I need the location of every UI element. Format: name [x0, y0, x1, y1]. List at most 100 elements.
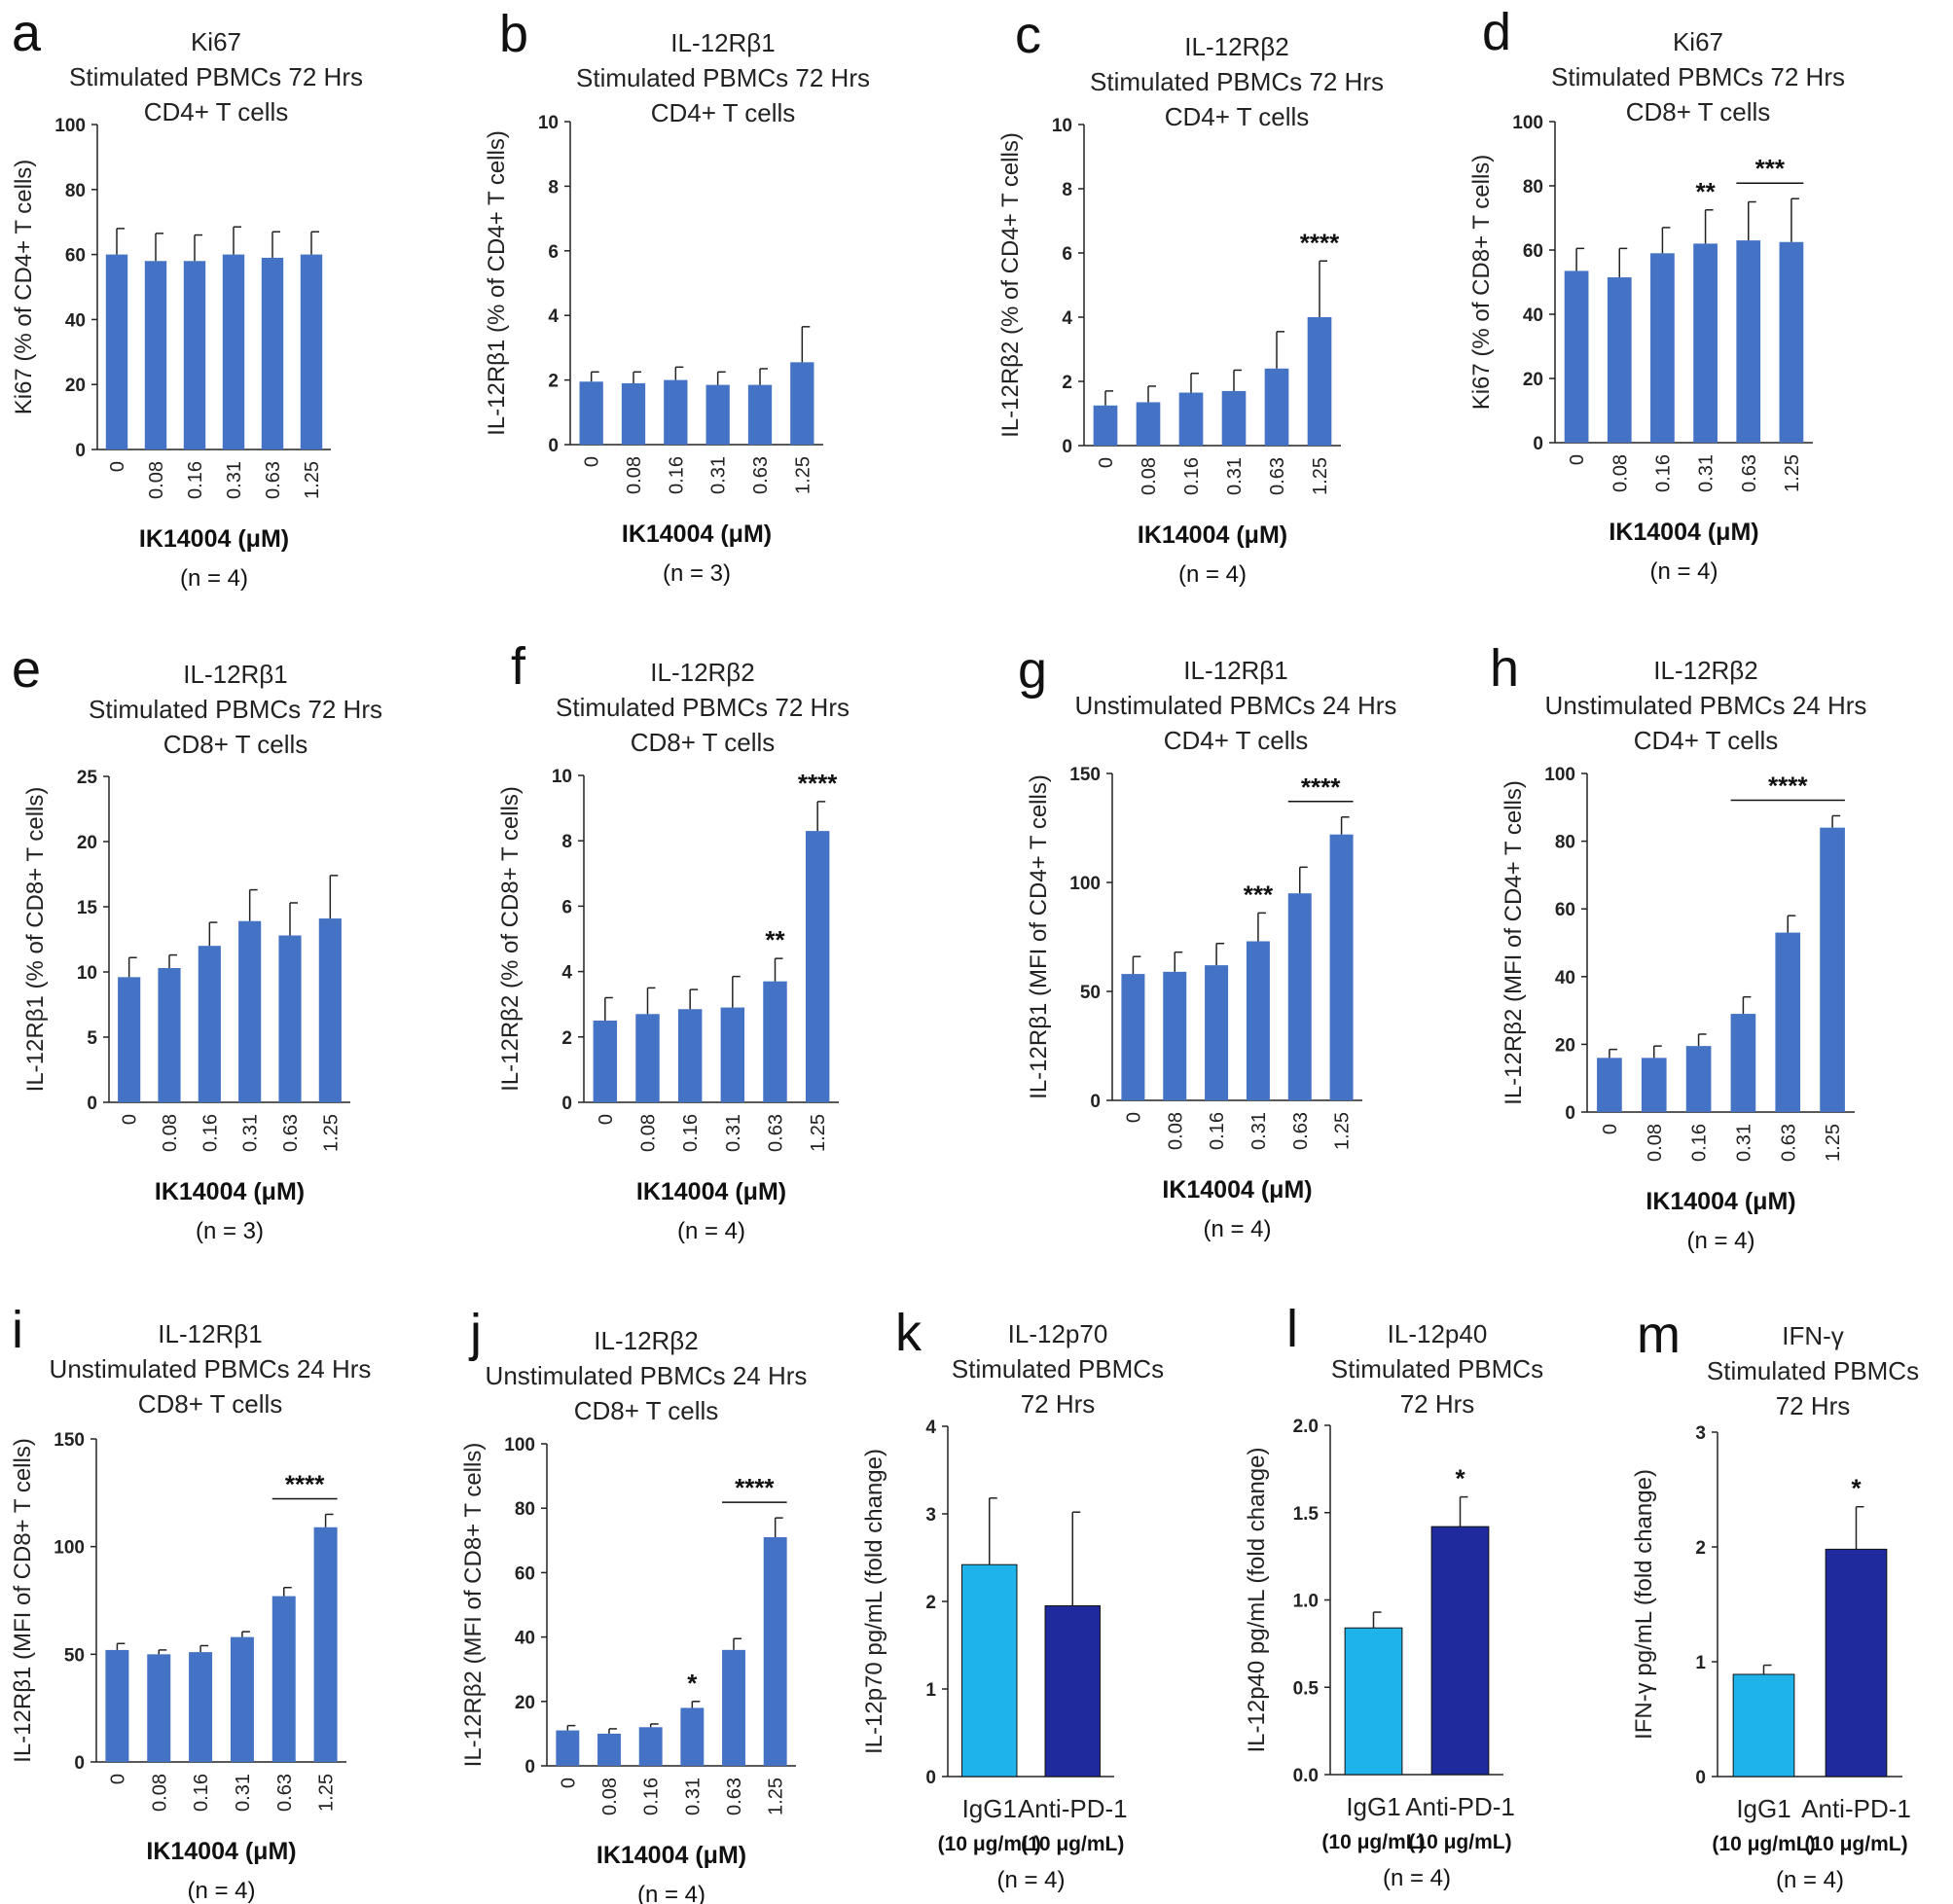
- y-tick-label: 80: [515, 1499, 535, 1520]
- chart-title-line: IL-12p40: [1388, 1319, 1488, 1348]
- n-label: (n = 4): [637, 1882, 705, 1904]
- y-axis-label: IL-12Rβ1 (% of CD8+ T cells): [22, 787, 49, 1093]
- panel-d: d Ki67 Stimulated PBMCs 72 Hrs CD8+ T cells…: [1468, 3, 1845, 585]
- y-tick-label: 2: [925, 1593, 936, 1613]
- bar: [705, 384, 730, 445]
- y-tick-label: 20: [1555, 1035, 1575, 1056]
- significance-label: ****: [798, 769, 838, 798]
- x-axis-label: IK14004 (μM): [155, 1178, 305, 1205]
- n-label: (n = 4): [180, 565, 248, 592]
- x-tick-label: 0.63: [1739, 454, 1760, 492]
- panel-c: c IL-12Rβ2 Stimulated PBMCs 72 Hrs CD4+ T c…: [997, 6, 1384, 588]
- bar: [230, 1636, 254, 1762]
- chart-title-line: Stimulated PBMCs: [1331, 1354, 1543, 1383]
- y-tick-label: 10: [77, 963, 97, 984]
- x-tick-label: 1.25: [792, 456, 814, 494]
- panel-b: b IL-12Rβ1 Stimulated PBMCs 72 Hrs CD4+ T c…: [484, 5, 870, 587]
- x-axis-label: IK14004 (μM): [636, 1178, 786, 1205]
- y-tick-label: 100: [54, 1538, 85, 1559]
- bar: [961, 1563, 1018, 1778]
- x-tick-label: 0.16: [199, 1114, 221, 1152]
- bar: [313, 1527, 338, 1762]
- y-tick-label: 0: [1062, 437, 1072, 457]
- panel-a: a Ki67 Stimulated PBMCs 72 Hrs CD4+ T cells…: [11, 4, 363, 592]
- bar: [1641, 1058, 1667, 1112]
- panel-h: h IL-12Rβ2 Unstimulated PBMCs 24 Hrs CD4+ T…: [1490, 639, 1866, 1254]
- x-tick-label: 0.31: [224, 461, 245, 499]
- bar: [189, 1652, 213, 1762]
- y-tick-label: 60: [65, 246, 86, 267]
- x-tick-label: 0.16: [185, 461, 206, 499]
- bar: [1205, 965, 1229, 1100]
- y-axis-label: IL-12p70 pg/mL (fold change): [861, 1449, 887, 1754]
- significance-label: *: [687, 1669, 698, 1698]
- x-tick-label: 0.63: [280, 1114, 302, 1152]
- chart-title-line: CD4+ T cells: [144, 97, 289, 126]
- chart-title-line: 72 Hrs: [1021, 1389, 1096, 1419]
- y-tick-label: 0: [548, 436, 559, 456]
- x-tick-label: 1.25: [766, 1778, 787, 1815]
- bar: [1121, 974, 1145, 1100]
- x-tick-label: 0.63: [1267, 457, 1288, 495]
- chart-title-line: Stimulated PBMCs 72 Hrs: [576, 63, 870, 92]
- y-tick-label: 15: [77, 898, 98, 918]
- x-tick-sublabel: (10 μg/mL): [1408, 1831, 1511, 1853]
- y-tick-label: 8: [1062, 180, 1072, 200]
- bar: [271, 1596, 296, 1762]
- x-tick-label: 0.31: [233, 1774, 254, 1812]
- x-tick-label: 0.63: [750, 456, 772, 494]
- chart-title-line: CD4+ T cells: [1164, 726, 1309, 755]
- significance-label: ****: [735, 1473, 775, 1502]
- bar: [222, 254, 245, 449]
- bar: [1287, 893, 1312, 1100]
- bar: [1685, 1046, 1712, 1112]
- panel-letter: a: [12, 4, 42, 62]
- chart-title-line: IL-12Rβ1: [1183, 656, 1287, 685]
- bar: [261, 257, 284, 449]
- chart-title-line: IFN-γ: [1782, 1321, 1844, 1350]
- chart-title-line: Stimulated PBMCs 72 Hrs: [69, 62, 363, 91]
- panel-letter: b: [499, 5, 528, 63]
- bar: [593, 1021, 618, 1102]
- chart-title-line: CD8+ T cells: [574, 1396, 719, 1425]
- panel-letter: m: [1637, 1306, 1681, 1364]
- x-tick-sublabel: (10 μg/mL): [1021, 1833, 1124, 1855]
- y-tick-label: 1: [1695, 1653, 1706, 1673]
- panel-letter: g: [1018, 641, 1047, 700]
- y-tick-label: 2: [548, 372, 559, 392]
- y-tick-label: 8: [548, 177, 559, 198]
- chart-title-line: CD8+ T cells: [1626, 97, 1771, 126]
- x-tick-label: 0.31: [682, 1778, 704, 1815]
- chart-title-line: IL-12Rβ2: [1184, 32, 1288, 61]
- chart-title-line: Unstimulated PBMCs 24 Hrs: [486, 1361, 808, 1390]
- x-axis-label: IK14004 (μM): [1162, 1176, 1312, 1203]
- bar: [318, 918, 342, 1102]
- significance-label: ****: [1301, 772, 1341, 802]
- y-axis-label: IL-12Rβ2 (MFI of CD8+ T cells): [460, 1443, 487, 1768]
- y-tick-label: 0: [75, 441, 86, 461]
- bar: [105, 254, 128, 449]
- chart-title-line: Ki67: [1673, 27, 1723, 56]
- y-tick-label: 2.0: [1293, 1417, 1319, 1437]
- x-tick-label: 0.31: [708, 456, 730, 494]
- x-tick-label: 0: [558, 1778, 579, 1788]
- x-tick-label: 0.16: [1652, 454, 1674, 492]
- x-tick-label: 0: [1567, 454, 1588, 465]
- x-tick-label: 0: [107, 1774, 128, 1784]
- bar: [1736, 240, 1761, 443]
- x-tick-label: 1.25: [808, 1114, 829, 1152]
- y-axis-label: Ki67 (% of CD4+ T cells): [11, 160, 37, 415]
- y-tick-label: 0.5: [1293, 1678, 1320, 1699]
- chart-title-line: IL-12Rβ1: [158, 1319, 262, 1348]
- bar: [635, 1014, 660, 1102]
- x-tick-label: IgG1: [1346, 1792, 1400, 1821]
- bar: [183, 261, 206, 449]
- bar: [1564, 270, 1589, 443]
- chart-title-line: IL-12p70: [1008, 1319, 1108, 1348]
- y-tick-label: 1.5: [1293, 1504, 1320, 1525]
- y-tick-label: 25: [77, 768, 98, 788]
- x-tick-label: 0.16: [666, 456, 687, 494]
- significance-label: ****: [1300, 228, 1340, 257]
- panel-letter: e: [12, 640, 41, 699]
- panel-letter: k: [895, 1304, 922, 1362]
